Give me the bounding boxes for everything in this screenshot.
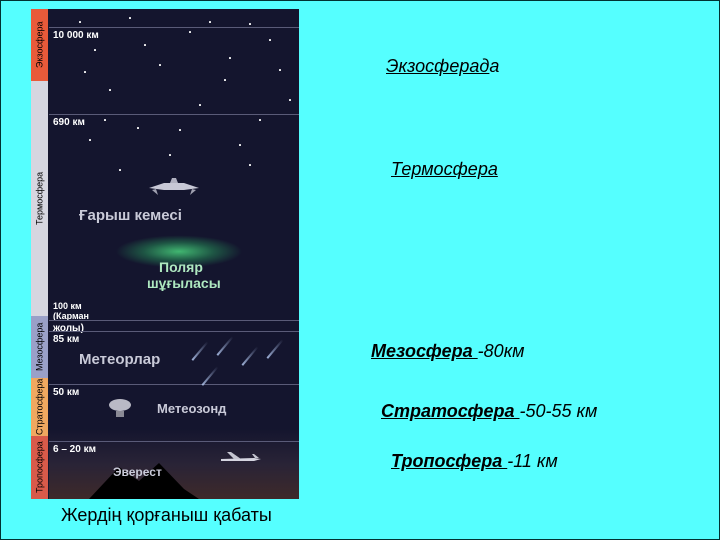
atmosphere-diagram: ЭкзосфераТермосфераМезосфераСтратосфераТ…	[31, 9, 299, 499]
layer-tab: Экзосфера	[31, 9, 48, 81]
layer-tab: Стратосфера	[31, 378, 48, 436]
object-label: Метеорлар	[79, 351, 160, 368]
star-icon	[289, 99, 291, 101]
star-icon	[144, 44, 146, 46]
star-icon	[94, 49, 96, 51]
star-icon	[137, 127, 139, 129]
star-icon	[249, 164, 251, 166]
star-icon	[179, 129, 181, 131]
altitude-marker: 10 000 км	[49, 27, 299, 41]
altitude-marker: 690 км	[49, 114, 299, 128]
star-icon	[89, 139, 91, 141]
star-icon	[269, 39, 271, 41]
layer-tab: Тропосфера	[31, 436, 48, 499]
star-icon	[199, 104, 201, 106]
layer-heading: Экзосферада	[386, 56, 499, 77]
meteor-icon	[242, 346, 259, 366]
layer-heading: Стратосфера -50-55 км	[381, 401, 597, 422]
star-icon	[229, 57, 231, 59]
layer-tab: Термосфера	[31, 81, 48, 316]
layer-tab: Мезосфера	[31, 316, 48, 378]
object-label: Метеозонд	[157, 401, 226, 416]
altitude-marker: 85 км	[49, 331, 299, 345]
diagram-caption: Жердің қорғаныш қабаты	[61, 505, 272, 526]
star-icon	[189, 31, 191, 33]
altitude-marker: 50 км	[49, 384, 299, 398]
star-icon	[239, 144, 241, 146]
object-label: Эверест	[113, 465, 162, 479]
star-icon	[104, 119, 106, 121]
star-icon	[209, 21, 211, 23]
spacecraft-icon	[144, 175, 204, 197]
object-label: Ғарыш кемесі	[79, 207, 182, 224]
layer-heading: Тропосфера -11 км	[391, 451, 558, 472]
layer-tabs: ЭкзосфераТермосфераМезосфераСтратосфераТ…	[31, 9, 49, 499]
altitude-marker: 6 – 20 км	[49, 441, 299, 455]
star-icon	[79, 21, 81, 23]
object-label: Поляр	[159, 259, 203, 275]
star-icon	[129, 17, 131, 19]
star-icon	[249, 23, 251, 25]
star-icon	[159, 64, 161, 66]
star-icon	[119, 169, 121, 171]
diagram-content: 10 000 км690 км100 км(Карманжолы)85 км50…	[49, 9, 299, 499]
object-label: шұғыласы	[147, 275, 221, 291]
meteor-icon	[202, 366, 219, 386]
layer-heading: Термосфера	[391, 159, 498, 180]
layer-heading: Мезосфера -80км	[371, 341, 525, 362]
star-icon	[279, 69, 281, 71]
balloon-icon	[109, 399, 131, 411]
star-icon	[224, 79, 226, 81]
star-icon	[84, 71, 86, 73]
star-icon	[109, 89, 111, 91]
star-icon	[169, 154, 171, 156]
star-icon	[259, 119, 261, 121]
